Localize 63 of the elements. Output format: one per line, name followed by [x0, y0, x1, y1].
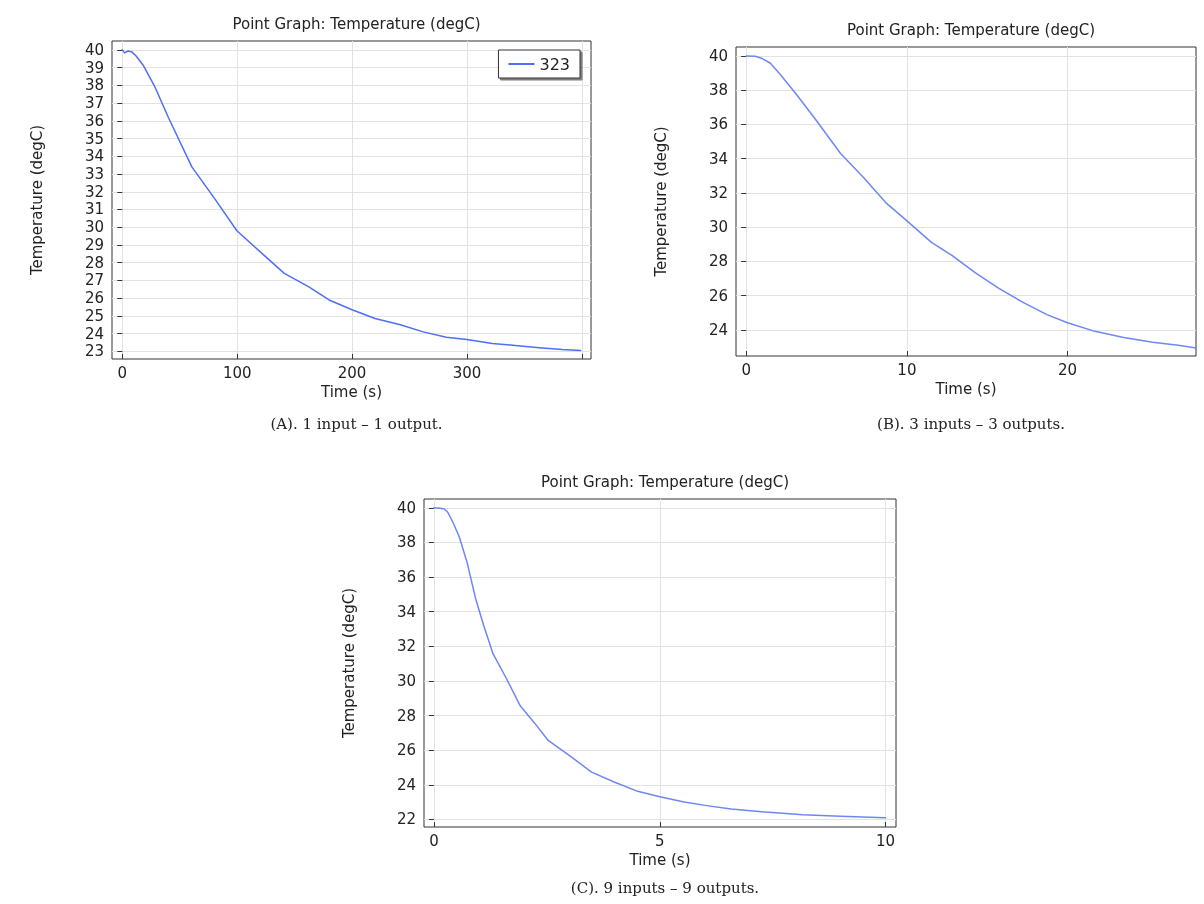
- y-tick-label: 25: [84, 306, 104, 325]
- y-tick-label: 38: [708, 81, 728, 100]
- y-tick-label: 30: [708, 218, 728, 237]
- y-tick-label: 27: [84, 271, 104, 290]
- x-tick-label: 300: [452, 363, 482, 382]
- y-tick-label: 38: [396, 533, 416, 552]
- y-tick-label: 28: [84, 253, 104, 272]
- y-tick-label: 36: [84, 111, 104, 130]
- text: (B). 3 inputs – 3 outputs.: [877, 414, 1065, 433]
- y-tick-label: 40: [708, 46, 728, 65]
- y-tick-label: 32: [84, 182, 104, 201]
- y-tick-label: 40: [84, 40, 104, 59]
- y-tick-label: 22: [396, 810, 416, 829]
- y-tick-label: 26: [708, 286, 728, 305]
- y-tick-label: 39: [84, 58, 104, 77]
- x-tick-label: 0: [117, 363, 128, 382]
- y-tick-label: 35: [84, 129, 104, 148]
- y-tick-label: 26: [84, 289, 104, 308]
- text: (A). 1 input – 1 output.: [270, 414, 443, 433]
- y-axis-title: Temperature (degC): [339, 587, 358, 740]
- x-axis-title: Time (s): [934, 380, 997, 399]
- y-tick-label: 40: [396, 498, 416, 517]
- y-tick-label: 29: [84, 235, 104, 254]
- y-tick-label: 36: [708, 115, 728, 134]
- y-tick-label: 24: [84, 324, 104, 343]
- x-tick-label: 20: [1057, 360, 1078, 379]
- y-tick-label: 37: [84, 94, 104, 113]
- line-series: [745, 55, 1197, 349]
- x-tick-label: 10: [876, 831, 896, 850]
- y-tick-label: 31: [84, 200, 104, 219]
- text: (C). 9 inputs – 9 outputs.: [570, 878, 760, 897]
- y-tick-label: 33: [84, 165, 104, 184]
- y-tick-label: 30: [396, 671, 416, 690]
- chart-title: Point Graph: Temperature (degC): [232, 14, 481, 33]
- y-tick-label: 24: [396, 775, 416, 794]
- y-tick-label: 26: [396, 741, 416, 760]
- y-tick-label: 32: [396, 637, 416, 656]
- y-tick-label: 24: [708, 320, 728, 339]
- x-tick-label: 0: [429, 831, 439, 850]
- y-tick-label: 30: [84, 218, 104, 237]
- line-series: [433, 507, 887, 819]
- y-tick-label: 34: [708, 149, 728, 168]
- chart-title: Point Graph: Temperature (degC): [846, 20, 1096, 39]
- x-tick-label: 10: [897, 360, 917, 379]
- y-tick-label: 28: [396, 706, 416, 725]
- x-axis-title: Time (s): [628, 851, 691, 870]
- x-tick-label: 5: [655, 831, 665, 850]
- line-series: [121, 49, 582, 352]
- y-tick-label: 23: [84, 342, 104, 361]
- y-tick-label: 32: [708, 183, 728, 202]
- x-tick-label: 200: [337, 363, 367, 382]
- y-tick-label: 38: [84, 76, 104, 95]
- x-tick-label: 0: [741, 360, 752, 379]
- y-tick-label: 34: [396, 602, 416, 621]
- y-tick-label: 28: [708, 252, 728, 271]
- y-tick-label: 34: [84, 147, 104, 166]
- chart-title: Point Graph: Temperature (degC): [540, 472, 790, 491]
- y-axis-title: Temperature (degC): [27, 124, 46, 277]
- legend-label: 323: [539, 54, 571, 74]
- y-axis-title: Temperature (degC): [651, 126, 670, 278]
- y-tick-label: 36: [396, 568, 416, 587]
- x-axis-title: Time (s): [320, 383, 382, 402]
- x-tick-label: 100: [222, 363, 252, 382]
